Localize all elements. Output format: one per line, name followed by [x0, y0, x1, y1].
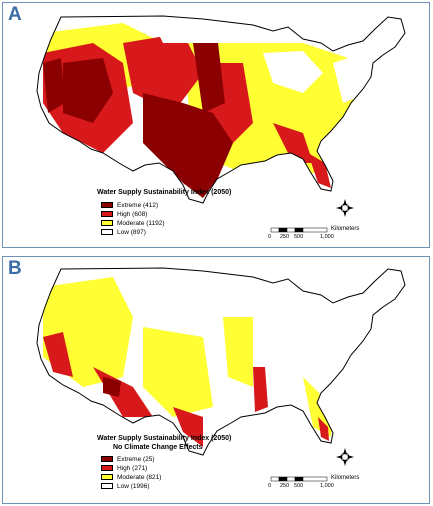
legend-title: Water Supply Sustainability Index (2050): [97, 189, 232, 196]
legend-item-extreme: Extreme (412): [101, 202, 158, 210]
legend-item-extreme: Extreme (25): [101, 456, 155, 464]
scale-bar-b: [270, 476, 328, 482]
scale-tick: 0: [268, 483, 272, 489]
legend-title: Water Supply Sustainability Index (2050): [97, 435, 232, 442]
compass-north-arrow-icon: [336, 448, 354, 466]
scale-tick: 250: [280, 234, 290, 240]
legend-item-high: High (608): [101, 211, 147, 219]
panel-letter: A: [8, 4, 22, 25]
county-fill-b: [37, 268, 405, 455]
scale-tick: 1,000: [320, 483, 334, 489]
legend-item-high: High (271): [101, 465, 147, 473]
legend-item-moderate: Moderate (821): [101, 474, 161, 482]
scale-unit: Kilometers: [331, 475, 360, 481]
us-outline-b: [36, 267, 406, 456]
legend-subtitle: No Climate Change Effects: [113, 444, 203, 451]
scale-tick: 500: [294, 483, 304, 489]
map-panel-a: A Water Supply Sustainability Index (205…: [2, 2, 430, 248]
legend-item-low: Low (897): [101, 229, 146, 237]
scale-unit: Kilometers: [331, 226, 360, 232]
scale-tick: 0: [268, 234, 272, 240]
compass-north-arrow-icon: [336, 199, 354, 217]
panel-letter: B: [8, 258, 22, 279]
us-outline-a: [36, 15, 406, 204]
county-fill-a: [37, 16, 405, 203]
scale-bar-a: [270, 227, 328, 233]
legend-item-moderate: Moderate (1192): [101, 220, 165, 228]
us-county-map-a: [36, 15, 406, 233]
legend-item-low: Low (1996): [101, 483, 150, 491]
scale-tick: 250: [280, 483, 290, 489]
scale-tick: 500: [294, 234, 304, 240]
map-panel-b: B Water Supply Sustainability Index (205…: [2, 256, 430, 504]
us-county-map-b: [36, 267, 406, 482]
scale-tick: 1,000: [320, 234, 334, 240]
